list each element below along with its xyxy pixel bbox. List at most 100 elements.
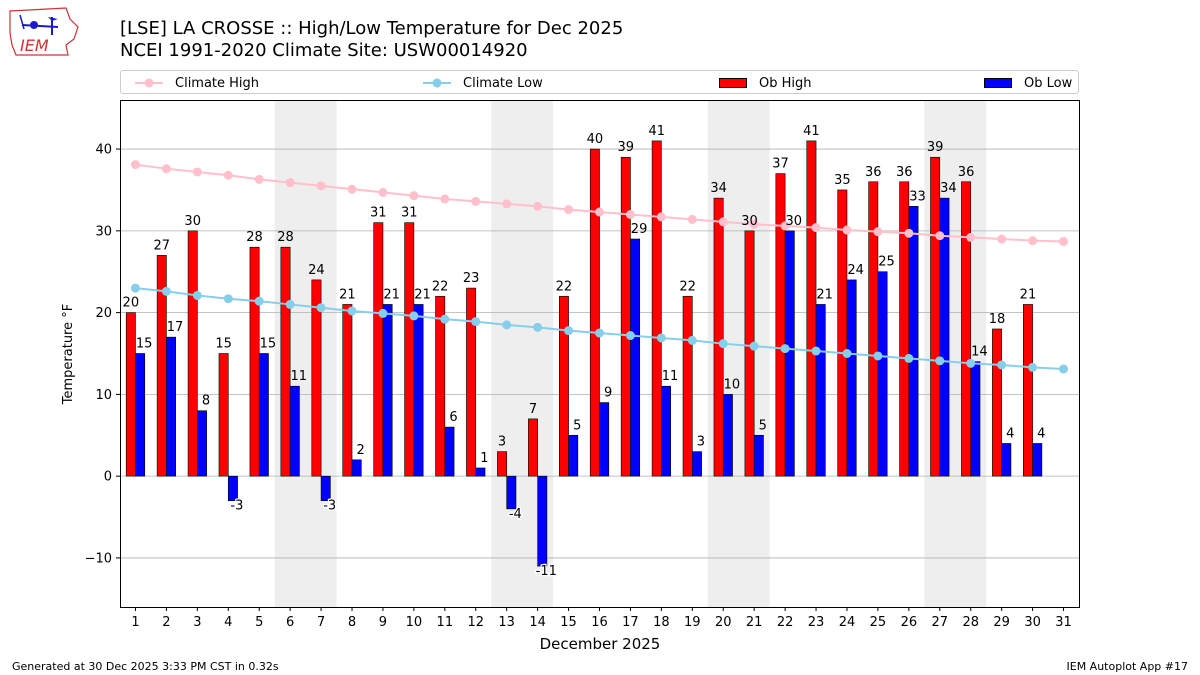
x-tick-label: 19 — [684, 615, 701, 630]
ob-low-bar — [846, 279, 857, 477]
legend-climate-low: Climate Low — [423, 74, 543, 92]
climate-high-point — [718, 217, 728, 227]
x-tick-label: 18 — [653, 615, 670, 630]
climate-low-point — [873, 351, 883, 361]
ob-low-bar — [197, 410, 207, 477]
ob-low-bar — [877, 271, 888, 477]
iowa-map-weather-station-icon: IEM — [9, 7, 79, 56]
ob-high-label: 15 — [215, 337, 232, 352]
climate-high-point — [873, 227, 883, 237]
ob-high-label: 18 — [989, 312, 1006, 327]
ob-high-label: 35 — [834, 173, 851, 188]
ob-low-label: 4 — [1006, 426, 1014, 441]
ob-high-bar — [497, 451, 507, 477]
ob-low-label: 5 — [573, 418, 581, 433]
climate-low-point — [161, 286, 171, 296]
x-tick-label: 11 — [437, 615, 454, 630]
climate-high-point — [1059, 236, 1069, 246]
legend-ob-high: Ob High — [719, 74, 812, 92]
climate-low-point — [254, 296, 264, 306]
ob-low-bar — [630, 238, 641, 477]
ob-high-bar — [992, 328, 1002, 477]
chart-title-line2: NCEI 1991-2020 Climate Site: USW00014920 — [120, 40, 528, 61]
iem-logo: IEM — [8, 5, 80, 59]
x-tick-label: 7 — [317, 615, 325, 630]
x-tick-label: 28 — [962, 615, 979, 630]
ob-low-label: 4 — [1037, 426, 1045, 441]
ob-low-label: 25 — [878, 255, 895, 270]
climate-low-point — [656, 333, 666, 343]
climate-high-point — [502, 199, 512, 209]
ob-high-label: 21 — [339, 287, 356, 302]
x-tick-label: 26 — [901, 615, 918, 630]
ob-low-label: 29 — [631, 222, 648, 237]
ob-high-bar — [280, 246, 291, 477]
climate-low-point — [223, 294, 233, 304]
ob-low-bar — [908, 206, 919, 477]
ob-high-label: 34 — [710, 181, 727, 196]
ob-high-label: 20 — [123, 296, 140, 311]
climate-low-point — [595, 328, 604, 338]
ob-high-bar — [187, 230, 198, 477]
climate-high-point — [254, 174, 264, 184]
ob-low-bar — [1032, 443, 1043, 477]
x-tick-label: 23 — [808, 615, 825, 630]
x-tick-label: 4 — [224, 615, 232, 630]
ob-high-label: 36 — [896, 165, 913, 180]
ob-high-label: 27 — [153, 238, 170, 253]
ob-high-bar — [311, 279, 322, 477]
climate-low-point — [1028, 362, 1038, 372]
climate-high-point — [440, 194, 450, 204]
ob-high-bar — [1023, 304, 1033, 477]
climate-high-line-icon — [135, 78, 163, 88]
footer-app-id: IEM Autoplot App #17 — [1066, 660, 1189, 673]
climate-low-point — [192, 290, 202, 300]
ob-low-label: 8 — [202, 394, 210, 409]
ob-high-label: 24 — [308, 263, 325, 278]
weekend-shade — [924, 100, 987, 607]
climate-low-point — [842, 349, 852, 358]
y-tick-label: 10 — [95, 388, 112, 403]
ob-high-bar — [651, 140, 662, 477]
ob-high-label: 31 — [401, 206, 418, 221]
climate-low-line-icon — [423, 78, 451, 88]
ob-high-bar — [373, 222, 384, 477]
ob-low-bar — [320, 475, 331, 501]
ob-low-bar — [166, 336, 176, 477]
climate-high-point — [130, 160, 140, 170]
ob-low-label: 9 — [604, 386, 612, 401]
legend-ob-low: Ob Low — [984, 74, 1072, 92]
x-tick-label: 21 — [746, 615, 763, 630]
climate-high-point — [161, 164, 171, 174]
x-tick-label: 5 — [255, 615, 263, 630]
ob-high-label: 36 — [865, 165, 882, 180]
ob-low-bar-icon — [984, 78, 1012, 88]
x-tick-label: 30 — [1024, 615, 1041, 630]
climate-high-point — [378, 187, 388, 197]
ob-high-bar — [528, 418, 538, 477]
climate-high-point — [811, 223, 821, 233]
climate-low-point — [780, 344, 790, 354]
y-tick-label: 0 — [104, 470, 112, 485]
climate-high-point — [564, 205, 574, 215]
ob-high-label: 30 — [741, 214, 758, 229]
legend-climate-high-label: Climate High — [175, 75, 260, 91]
ob-high-bar — [930, 156, 941, 477]
x-tick-label: 15 — [560, 615, 577, 630]
x-tick-label: 20 — [715, 615, 732, 630]
ob-low-bar — [289, 385, 300, 477]
climate-low-point — [471, 317, 481, 327]
climate-high-point — [966, 232, 976, 242]
climate-high-point — [192, 167, 202, 177]
climate-high-point — [935, 231, 945, 241]
ob-low-bar — [784, 230, 795, 477]
ob-high-label: 22 — [679, 279, 696, 294]
x-tick-label: 27 — [932, 615, 949, 630]
climate-high-point — [997, 234, 1007, 244]
ob-low-label: -11 — [536, 564, 557, 579]
x-tick-label: 25 — [870, 615, 887, 630]
climate-high-point — [285, 178, 295, 188]
ob-high-label: 36 — [958, 165, 975, 180]
ob-low-label: 15 — [260, 337, 277, 352]
ob-high-bar — [589, 148, 600, 477]
